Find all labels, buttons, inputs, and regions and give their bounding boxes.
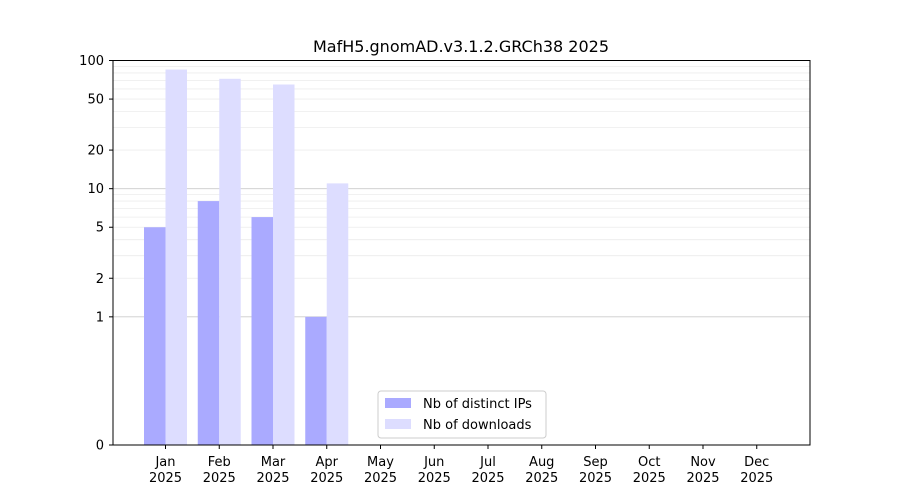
y-tick-label: 20 [87,144,104,159]
x-tick-label-year: 2025 [525,471,558,486]
x-tick-label-year: 2025 [418,471,451,486]
x-tick-label-month: Feb [208,455,231,470]
y-tick-label: 5 [96,221,104,236]
x-tick-label-year: 2025 [471,471,504,486]
legend-swatch [385,398,411,408]
x-tick-label-year: 2025 [579,471,612,486]
bar-distinct-ips [144,227,166,445]
x-tick-label-month: Oct [638,455,660,470]
legend: Nb of distinct IPs Nb of downloads [377,390,547,439]
y-tick-label: 100 [79,54,104,69]
bar-distinct-ips [251,217,273,445]
bars [144,69,349,445]
x-tick-label-year: 2025 [686,471,719,486]
y-tick-label: 50 [87,93,104,108]
bar-distinct-ips [305,316,327,445]
x-tick-label-month: Jan [154,455,175,470]
legend-label: Nb of distinct IPs [423,397,532,412]
x-tick-label-year: 2025 [203,471,236,486]
plot-frame [112,60,811,446]
x-tick-label-month: Sep [583,455,608,470]
x-tick-label-year: 2025 [364,471,397,486]
y-tick-label: 2 [96,272,104,287]
x-tick-label-year: 2025 [149,471,182,486]
y-tick-label: 10 [87,182,104,197]
x-tick-label-year: 2025 [256,471,289,486]
bar-distinct-ips [197,201,220,445]
x-tick-label-year: 2025 [633,471,666,486]
legend-swatch [385,419,411,429]
x-tick-label-month: May [367,455,394,470]
x-tick-label-month: Jul [479,455,496,470]
legend-frame [377,390,547,439]
y-tick-label: 0 [96,439,104,454]
bar-downloads [273,84,295,445]
x-tick-label-month: Aug [529,455,554,470]
y-tick-label: 1 [96,310,104,325]
x-tick-label-month: Nov [690,455,716,470]
x-tick-label-month: Dec [744,455,769,470]
bar-downloads [219,78,241,445]
x-tick-label-month: Jun [423,455,444,470]
legend-label: Nb of downloads [423,418,532,433]
y-axis: 0 1 2 5 10 20 50 100 [79,54,113,454]
bar-downloads [165,69,187,445]
x-tick-label-year: 2025 [740,471,773,486]
x-tick-label-month: Mar [261,455,286,470]
chart-title: MafH5.gnomAD.v3.1.2.GRCh38 2025 [313,37,609,56]
x-tick-label-year: 2025 [310,471,343,486]
x-axis: Jan2025Feb2025Mar2025Apr2025May2025Jun20… [149,445,773,486]
bar-downloads [326,183,349,445]
x-tick-label-month: Apr [316,455,339,470]
